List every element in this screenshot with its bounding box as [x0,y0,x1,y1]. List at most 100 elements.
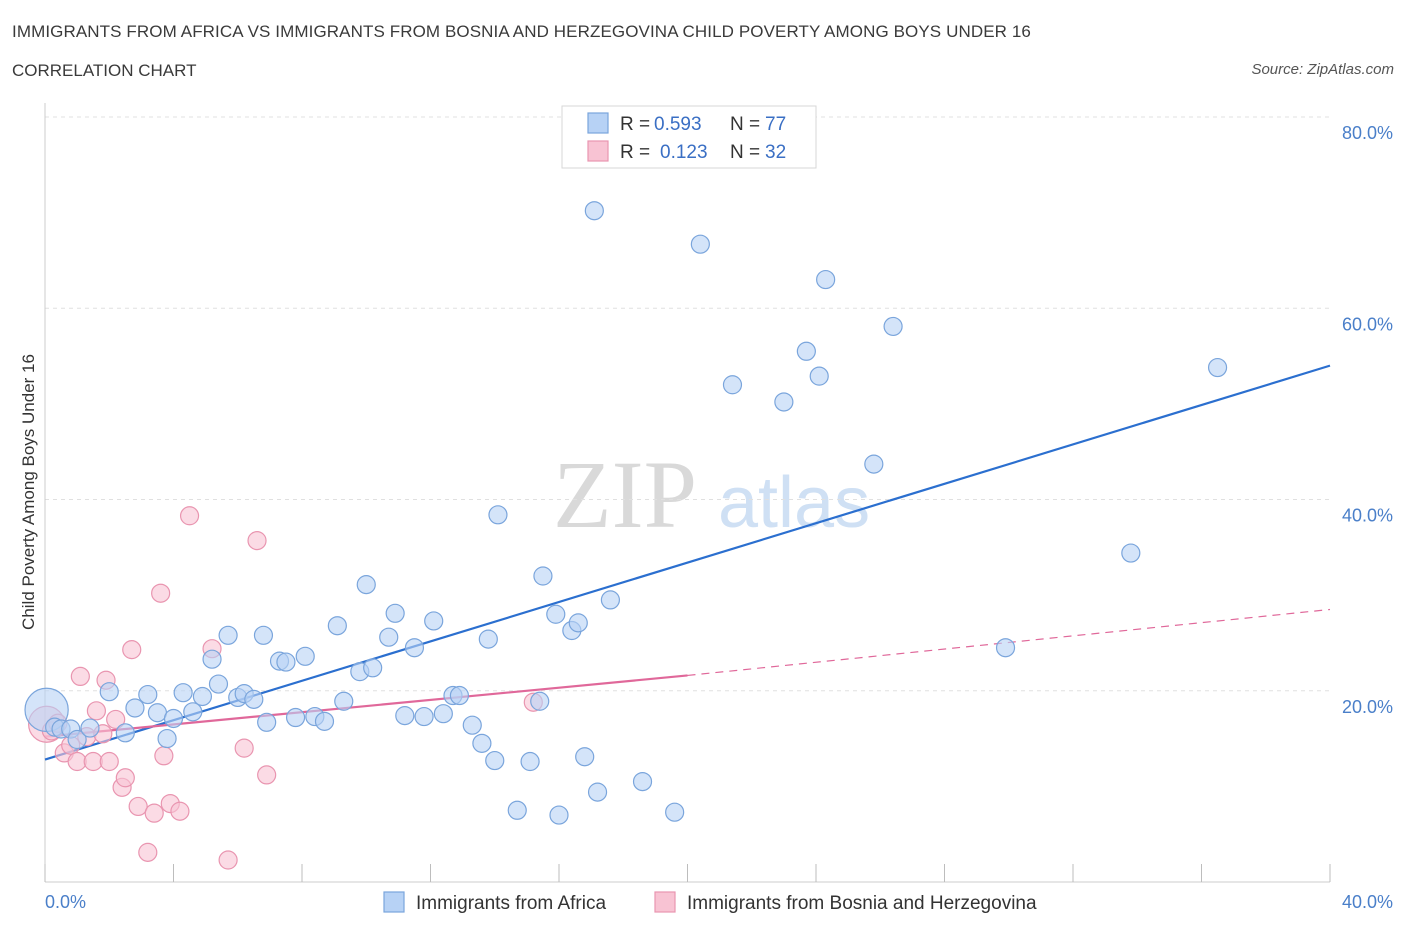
africa-point [533,566,553,586]
bottom-legend-swatch-bosnia [654,891,676,913]
axis-ticks: 20.0% 40.0% 60.0% 80.0% 0.0% 40.0% [45,123,1393,912]
africa-point [244,689,264,709]
bottom-legend-bosnia: Immigrants from Bosnia and Herzegovina [687,893,1037,914]
bosnia-point [154,746,174,766]
chart-title: IMMIGRANTS FROM AFRICA VS IMMIGRANTS FRO… [12,22,1031,41]
bottom-legend: Immigrants from Africa Immigrants from B… [383,891,1037,914]
africa-point [520,751,540,772]
africa-point [530,691,550,711]
y-tick-label: 20.0% [1342,697,1393,717]
africa-point [462,715,482,735]
x-tick-label: 40.0% [1342,892,1393,912]
africa-point [138,684,158,705]
africa-point [1121,543,1141,563]
bottom-legend-swatch-africa [383,891,405,913]
africa-point [147,703,168,723]
africa-point [395,706,415,726]
africa-point [424,611,444,631]
africa-point [334,691,354,711]
bosnia-point [86,701,107,721]
africa-point [485,750,505,771]
bosnia-point [115,768,135,788]
watermark: ZIP atlas [553,441,870,548]
africa-point [183,702,203,722]
chart-subtitle: CORRELATION CHART [12,61,197,80]
bosnia-point [170,801,190,821]
africa-point [568,613,588,633]
africa-point [276,652,296,672]
africa-point [253,625,274,645]
legend-swatch-bosnia [587,140,609,162]
africa-point [774,392,794,412]
grid-lines [45,116,1330,692]
bosnia-point [257,765,277,785]
legend-bosnia-n-label: N = [730,142,760,163]
watermark-zip: ZIP [553,441,697,548]
legend-africa-r-value: 0.593 [654,114,702,135]
bosnia-point [151,583,171,603]
axes [44,103,1331,883]
bosnia-point [138,842,158,862]
africa-point [632,771,653,792]
bosnia-point [218,850,238,870]
legend: R = 0.593 N = 77 R = 0.123 N = 32 [561,105,817,169]
legend-africa-r-label: R = [620,114,650,135]
bosnia-point [179,506,200,526]
africa-point [1207,357,1228,378]
africa-point [665,802,685,822]
y-tick-label: 80.0% [1342,123,1393,143]
bosnia-point [83,751,103,772]
africa-point [433,704,453,724]
africa-point [202,649,222,669]
bosnia-point [67,751,87,772]
africa-point [549,805,569,825]
bosnia-point [99,751,119,772]
africa-point [257,712,277,732]
africa-point [208,674,229,694]
africa-point [600,590,621,610]
africa-point [883,316,903,337]
bosnia-point [70,666,90,687]
africa-point [809,366,829,386]
africa-point [80,718,100,738]
trend-line-bosnia [44,674,688,738]
africa-point [363,658,383,678]
africa-point [690,234,710,254]
legend-bosnia-r-label: R = [620,142,650,163]
africa-point [816,269,836,290]
africa-point [404,638,425,658]
bottom-legend-africa: Immigrants from Africa [416,893,606,914]
legend-africa-n-label: N = [730,114,760,135]
africa-point [575,747,595,767]
africa-point [285,707,306,728]
africa-point [379,627,399,647]
series-africa-points [24,201,1228,825]
y-tick-label: 60.0% [1342,314,1393,334]
africa-point [796,341,816,361]
bosnia-point [234,738,254,758]
legend-bosnia-r-value: 0.123 [660,142,708,163]
africa-point [314,711,335,731]
africa-point [173,683,193,703]
africa-point [67,729,87,750]
africa-point [478,629,498,649]
africa-point [722,375,743,395]
africa-point [587,782,608,802]
africa-point [507,800,527,820]
africa-point [295,646,315,666]
legend-swatch-africa [587,112,609,134]
bosnia-point [247,531,267,551]
africa-point [546,604,566,624]
africa-point [125,698,145,718]
bosnia-point [106,709,126,730]
africa-point [163,708,184,729]
source-credit: Source: ZipAtlas.com [1251,61,1394,78]
bosnia-point [128,796,148,817]
africa-point [157,728,177,749]
africa-point [449,685,470,706]
africa-point [356,575,376,595]
africa-point [327,616,347,636]
y-tick-label: 40.0% [1342,506,1393,526]
africa-point [192,686,213,707]
y-axis-label: Child Poverty Among Boys Under 16 [19,354,38,630]
